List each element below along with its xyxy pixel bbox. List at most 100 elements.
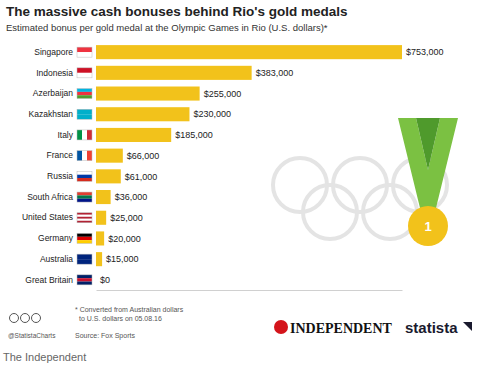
flag-stripe bbox=[77, 233, 92, 236]
bars bbox=[96, 45, 402, 266]
flag-stripe bbox=[87, 151, 92, 161]
flag-border bbox=[77, 109, 92, 119]
flag-stripe bbox=[77, 130, 82, 140]
flag-border bbox=[77, 213, 92, 223]
data-label: $185,000 bbox=[175, 130, 213, 140]
data-label: $255,000 bbox=[204, 89, 242, 99]
medal-ribbon bbox=[398, 118, 458, 208]
x-axis bbox=[97, 290, 403, 291]
title: The massive cash bonuses behind Rio's go… bbox=[6, 4, 348, 19]
flag-border bbox=[77, 275, 92, 285]
flag-stripe bbox=[77, 92, 92, 95]
y-tick-label: Kazakhstan bbox=[29, 109, 74, 119]
flag-border bbox=[77, 192, 92, 202]
flag-stripe bbox=[77, 68, 92, 73]
flag-stripe bbox=[77, 221, 92, 223]
medal-ribbon-shade bbox=[416, 118, 440, 170]
flag-stripe bbox=[87, 130, 92, 140]
y-tick: Australia bbox=[40, 254, 96, 264]
bar bbox=[96, 231, 104, 245]
flag-stripe bbox=[77, 114, 92, 119]
medal-label: 1 bbox=[424, 219, 431, 234]
y-tick: United States bbox=[22, 212, 96, 222]
y-tick: Singapore bbox=[34, 47, 96, 57]
data-label: $0 bbox=[100, 275, 110, 285]
data-label: $383,000 bbox=[256, 68, 294, 78]
flag-stripe bbox=[77, 215, 92, 217]
decoration: 1 bbox=[273, 118, 458, 246]
y-tick: Great Britain bbox=[25, 275, 96, 285]
handle: @StatistaCharts bbox=[8, 332, 56, 339]
flag-border bbox=[77, 233, 92, 243]
flag-border bbox=[77, 89, 92, 99]
flags bbox=[77, 47, 92, 285]
y-tick: South Africa bbox=[27, 192, 96, 202]
data-label: $20,000 bbox=[108, 234, 141, 244]
flag-border bbox=[77, 254, 92, 264]
bar bbox=[96, 149, 123, 163]
flag-stripe bbox=[82, 130, 87, 140]
flag-stripe bbox=[77, 192, 92, 195]
medal bbox=[408, 206, 448, 246]
publisher-logo bbox=[274, 320, 288, 334]
y-tick-label: South Africa bbox=[27, 192, 73, 202]
y-tick-label: Singapore bbox=[34, 47, 73, 57]
y-tick-label: Germany bbox=[38, 233, 74, 243]
flag-stripe bbox=[77, 171, 92, 174]
data-label: $230,000 bbox=[193, 109, 231, 119]
y-tick: Italy bbox=[57, 130, 96, 140]
flag-border bbox=[77, 171, 92, 181]
y-tick: France bbox=[47, 150, 96, 160]
y-tick-label: Azerbaijan bbox=[33, 88, 73, 98]
bar bbox=[96, 252, 102, 266]
y-tick-label: Russia bbox=[47, 171, 73, 181]
bar bbox=[96, 45, 402, 59]
flag-stripe bbox=[77, 151, 82, 161]
bar bbox=[96, 169, 121, 183]
data-label: $15,000 bbox=[106, 254, 139, 264]
flag-stripe bbox=[77, 52, 92, 57]
bar bbox=[96, 87, 200, 101]
bar bbox=[96, 190, 111, 204]
brand: statista bbox=[405, 319, 458, 336]
flag-border bbox=[77, 130, 92, 140]
license-icon bbox=[32, 314, 41, 323]
flag-stripe bbox=[77, 282, 92, 285]
license-icon bbox=[21, 314, 30, 323]
footnote: * Converted from Australian dollarsto U.… bbox=[75, 306, 184, 322]
brand-mark bbox=[463, 322, 472, 331]
data-label: $753,000 bbox=[406, 47, 444, 57]
flag-stripe bbox=[77, 89, 92, 92]
flag-stripe bbox=[77, 195, 92, 198]
flag-stripe bbox=[77, 275, 92, 278]
data-label: $66,000 bbox=[127, 151, 160, 161]
flag-border bbox=[77, 151, 92, 161]
flag-stripe bbox=[77, 259, 92, 264]
y-tick-label: Italy bbox=[57, 130, 73, 140]
flag-stripe bbox=[77, 278, 92, 281]
flag-stripe bbox=[77, 47, 92, 52]
y-tick-label: Great Britain bbox=[25, 275, 73, 285]
data-label: $25,000 bbox=[110, 213, 143, 223]
flag-stripe bbox=[82, 151, 87, 161]
flag-stripe bbox=[77, 254, 92, 259]
y-axis: Singapore Indonesia Azerbaijan Kazakhstan It… bbox=[22, 47, 96, 285]
x-axis-line bbox=[97, 290, 403, 291]
olympic-ring bbox=[273, 158, 327, 212]
flag-stripe bbox=[77, 217, 92, 219]
y-tick: Germany bbox=[38, 233, 96, 243]
publisher: INDEPENDENT bbox=[290, 321, 393, 336]
data-labels: $753,000 $383,000 $255,000 $230,000 $185,000… bbox=[100, 47, 444, 285]
flag-border bbox=[77, 68, 92, 78]
flag-stripe bbox=[77, 109, 92, 114]
y-tick: Indonesia bbox=[36, 68, 96, 78]
flag-stripe bbox=[77, 73, 92, 78]
caption: The Independent bbox=[3, 351, 86, 363]
data-label: $61,000 bbox=[125, 172, 158, 182]
subtitle: Estimated bonus per gold medal at the Ol… bbox=[6, 22, 328, 33]
y-tick-label: Indonesia bbox=[36, 68, 73, 78]
y-tick-label: France bbox=[47, 150, 74, 160]
flag-stripe bbox=[77, 95, 92, 98]
data-label: $36,000 bbox=[115, 192, 148, 202]
y-tick-label: Australia bbox=[40, 254, 73, 264]
